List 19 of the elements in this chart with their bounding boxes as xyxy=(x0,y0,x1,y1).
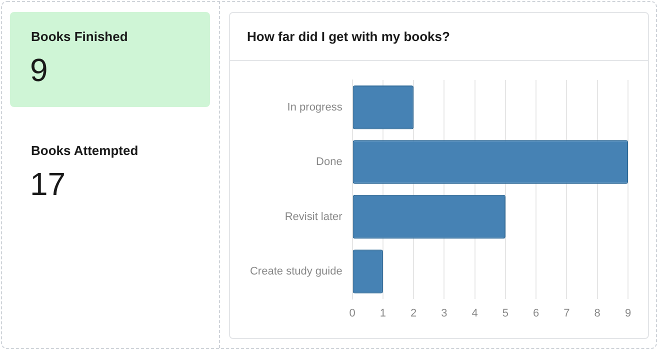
text: Books Attempted xyxy=(31,143,138,158)
x-tick-label: 9 xyxy=(624,307,632,320)
y-tick-label: Done xyxy=(316,156,342,168)
y-tick-label: Revisit later xyxy=(284,210,343,223)
chart-title: How far did I get with my books? xyxy=(247,29,450,44)
x-tick-label: 6 xyxy=(533,307,540,320)
y-tick-label: Create study guide xyxy=(250,265,342,278)
x-tick-label: 7 xyxy=(564,307,570,320)
x-tick-label: 5 xyxy=(502,307,509,320)
y-tick-label: In progress xyxy=(287,101,343,114)
x-tick-label: 3 xyxy=(441,307,448,320)
x-tick-label: 0 xyxy=(349,307,356,320)
text: 9 xyxy=(30,52,48,89)
x-tick-label: 8 xyxy=(594,307,600,320)
text: 17 xyxy=(30,166,66,203)
x-tick-label: 1 xyxy=(380,307,386,320)
x-tick-label: 4 xyxy=(472,307,478,320)
text: Books Finished xyxy=(31,29,128,44)
x-tick-label: 2 xyxy=(410,307,417,320)
